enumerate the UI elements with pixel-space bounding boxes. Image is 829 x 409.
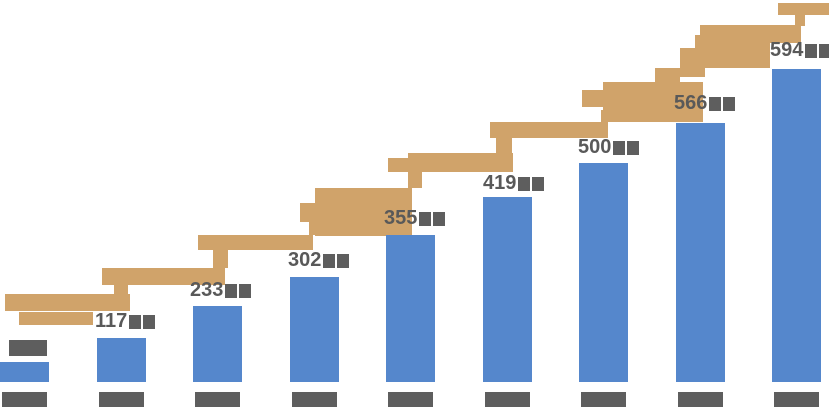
value-label-tofu-suffix bbox=[518, 177, 531, 191]
step-band-shape bbox=[19, 312, 93, 325]
bar bbox=[0, 362, 49, 382]
x-axis-label-redacted bbox=[388, 392, 433, 407]
value-label-tofu-suffix bbox=[819, 44, 829, 58]
x-axis-label-redacted bbox=[581, 392, 626, 407]
bar bbox=[289, 277, 339, 382]
x-axis-label-redacted bbox=[195, 392, 240, 407]
value-label-tofu-suffix bbox=[613, 141, 626, 155]
value-label-number: 419 bbox=[483, 172, 517, 194]
value-label: 302 bbox=[288, 249, 350, 271]
step-band-shape bbox=[213, 250, 228, 268]
step-band-shape bbox=[388, 158, 410, 172]
value-label-tofu-suffix bbox=[627, 141, 640, 155]
value-label: 355 bbox=[384, 207, 446, 229]
step-band-shape bbox=[114, 285, 128, 294]
value-label-tofu-suffix bbox=[805, 44, 818, 58]
value-label-number: 594 bbox=[770, 39, 804, 61]
bar bbox=[96, 338, 146, 382]
step-band-shape bbox=[300, 203, 315, 222]
value-label: 117 bbox=[95, 310, 156, 332]
bar bbox=[386, 235, 435, 382]
value-label-number: 355 bbox=[384, 207, 418, 229]
step-band-shape bbox=[496, 138, 512, 153]
value-label-number: 302 bbox=[288, 249, 322, 271]
step-band-shape bbox=[582, 90, 603, 107]
value-label: 233 bbox=[190, 279, 252, 301]
value-label-tofu-suffix bbox=[337, 254, 350, 268]
value-label-number: 500 bbox=[578, 136, 612, 158]
step-band-shape bbox=[408, 153, 513, 172]
value-label-redacted bbox=[9, 340, 47, 356]
value-label-tofu-suffix bbox=[129, 315, 142, 329]
x-axis-label-redacted bbox=[98, 392, 144, 407]
step-band-shape bbox=[680, 68, 705, 77]
value-label: 594 bbox=[770, 39, 829, 61]
value-label-tofu-suffix bbox=[532, 177, 545, 191]
value-label-tofu-suffix bbox=[709, 97, 722, 111]
value-label-tofu-suffix bbox=[723, 97, 736, 111]
step-band-shape bbox=[198, 235, 313, 250]
bar bbox=[193, 306, 242, 382]
step-band-shape bbox=[655, 68, 680, 83]
x-axis-label-redacted bbox=[484, 392, 530, 407]
value-label-number: 566 bbox=[674, 92, 708, 114]
value-label-tofu-suffix bbox=[323, 254, 336, 268]
value-label: 566 bbox=[674, 92, 736, 114]
value-label-tofu-suffix bbox=[419, 212, 432, 226]
value-label-tofu-suffix bbox=[433, 212, 446, 226]
step-band-shape bbox=[315, 188, 412, 236]
x-axis-label-redacted bbox=[291, 392, 337, 407]
step-band-shape bbox=[795, 15, 805, 26]
x-axis-label-redacted bbox=[2, 392, 47, 407]
value-label-tofu-suffix bbox=[225, 284, 238, 298]
step-band-shape bbox=[680, 48, 695, 68]
bar bbox=[675, 123, 725, 382]
value-label: 419 bbox=[483, 172, 545, 194]
value-label-number: 117 bbox=[95, 310, 128, 332]
step-band-shape bbox=[408, 172, 422, 188]
step-band-shape bbox=[5, 294, 130, 311]
x-axis-label-redacted bbox=[774, 392, 819, 407]
step-band-shape bbox=[778, 3, 829, 15]
value-label: 500 bbox=[578, 136, 640, 158]
x-axis-label-redacted bbox=[677, 392, 723, 407]
step-band-shape bbox=[102, 268, 225, 285]
bar bbox=[482, 197, 532, 382]
value-label-tofu-suffix bbox=[143, 315, 156, 329]
value-label-tofu-suffix bbox=[239, 284, 252, 298]
bar bbox=[772, 69, 821, 382]
step-band-shape bbox=[603, 82, 703, 122]
step-band-shape bbox=[490, 122, 608, 138]
bar bbox=[579, 163, 628, 382]
step-band-shape bbox=[700, 25, 801, 43]
value-label-number: 233 bbox=[190, 279, 224, 301]
